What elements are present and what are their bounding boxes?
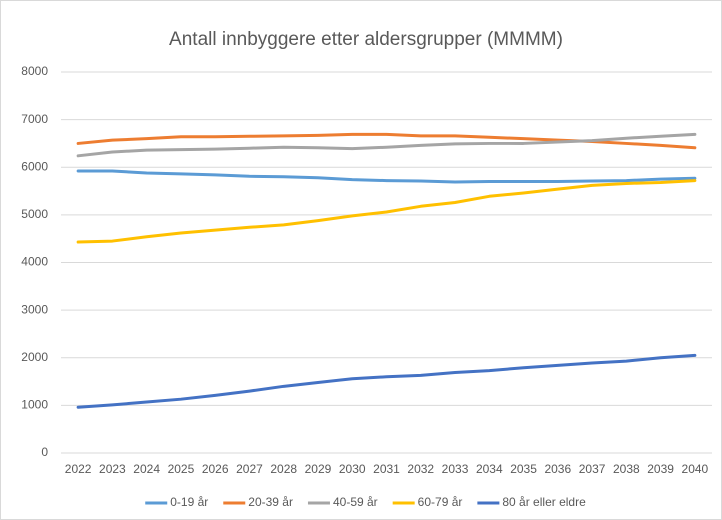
legend-label: 60-79 år [418,495,463,509]
x-tick-label: 2023 [99,462,126,476]
x-tick-label: 2031 [373,462,400,476]
y-tick-label: 5000 [21,207,48,221]
x-tick-label: 2029 [305,462,332,476]
x-tick-label: 2025 [168,462,195,476]
x-tick-label: 2022 [65,462,92,476]
y-tick-label: 3000 [21,302,48,316]
x-tick-label: 2026 [202,462,229,476]
y-tick-label: 6000 [21,159,48,173]
y-tick-label: 8000 [21,64,48,78]
x-tick-label: 2024 [133,462,160,476]
legend-label: 0-19 år [170,495,208,509]
x-tick-label: 2032 [407,462,434,476]
data-line [76,169,697,184]
x-tick-label: 2030 [339,462,366,476]
data-line [76,353,697,409]
y-tick-label: 2000 [21,350,48,364]
y-tick-label: 0 [41,445,48,459]
x-tick-label: 2034 [476,462,503,476]
chart-title: Antall innbyggere etter aldersgrupper (M… [169,29,563,50]
x-tick-label: 2036 [544,462,571,476]
y-tick-label: 1000 [21,398,48,412]
x-tick-label: 2028 [270,462,297,476]
legend-label: 80 år eller eldre [502,495,586,509]
x-tick-label: 2040 [682,462,709,476]
data-line [76,179,697,244]
data-line [76,132,697,158]
x-tick-label: 2039 [647,462,674,476]
x-tick-label: 2033 [442,462,469,476]
x-tick-label: 2035 [510,462,537,476]
x-tick-label: 2038 [613,462,640,476]
x-tick-label: 2027 [236,462,263,476]
legend-label: 20-39 år [248,495,293,509]
y-tick-label: 7000 [21,112,48,126]
legend-label: 40-59 år [333,495,378,509]
x-tick-label: 2037 [579,462,606,476]
y-tick-label: 4000 [21,255,48,269]
